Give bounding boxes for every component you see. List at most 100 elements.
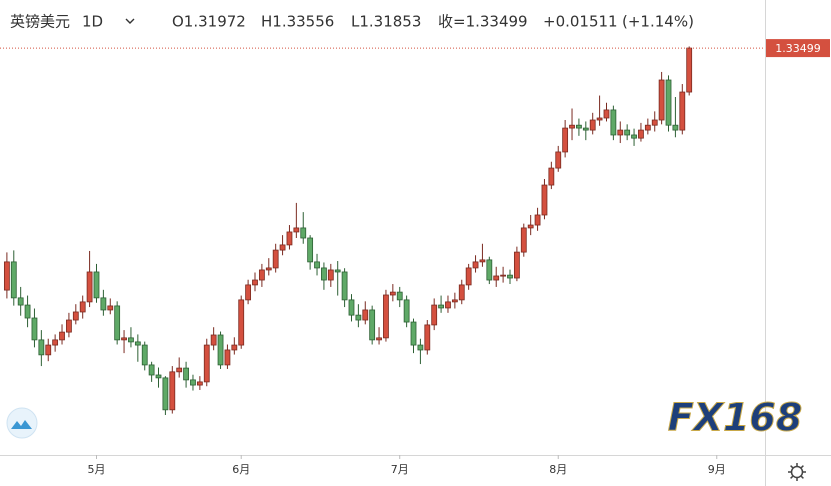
candle-body bbox=[10, 261, 17, 299]
candle-body bbox=[376, 337, 382, 341]
candle-body bbox=[190, 379, 196, 386]
x-tick-label: 6月 bbox=[232, 463, 250, 476]
candle-body bbox=[114, 305, 121, 341]
candle-body bbox=[389, 291, 396, 296]
candle-body bbox=[596, 117, 603, 121]
candle-body bbox=[3, 261, 10, 291]
x-tick-label: 7月 bbox=[391, 463, 409, 476]
candle-body bbox=[569, 124, 575, 129]
interval[interactable]: 1D bbox=[82, 13, 103, 31]
candle-body bbox=[458, 284, 465, 301]
candle-body bbox=[500, 274, 507, 277]
candle-body bbox=[169, 371, 176, 411]
candle-body bbox=[321, 267, 327, 281]
candle-body bbox=[403, 299, 410, 323]
last-price-label: 1.33499 bbox=[775, 42, 821, 55]
candle-body bbox=[59, 331, 65, 341]
candle-body bbox=[162, 377, 169, 411]
candle-body bbox=[396, 291, 403, 301]
watermark: FX168 bbox=[668, 396, 803, 440]
candle-body bbox=[252, 279, 258, 286]
candle-body bbox=[672, 124, 679, 131]
candle-body bbox=[272, 249, 279, 269]
plot-area bbox=[0, 46, 765, 415]
candle-body bbox=[438, 304, 444, 309]
candle-body bbox=[334, 269, 341, 273]
last-price-box bbox=[766, 39, 830, 58]
candle-body bbox=[134, 341, 141, 346]
candle-body bbox=[217, 334, 224, 366]
candle-body bbox=[327, 269, 334, 281]
candle-body bbox=[265, 267, 272, 271]
candle-body bbox=[176, 367, 183, 373]
candle-body bbox=[107, 305, 114, 311]
candle-body bbox=[562, 127, 569, 153]
logo[interactable] bbox=[6, 407, 38, 439]
candle-body bbox=[231, 344, 238, 351]
candle-body bbox=[148, 364, 155, 376]
x-tick-label: 5月 bbox=[87, 463, 105, 476]
x-tick-label: 9月 bbox=[708, 463, 726, 476]
candle-body bbox=[651, 119, 658, 126]
candle-body bbox=[665, 79, 672, 126]
candle-body bbox=[686, 47, 693, 93]
candle-body bbox=[86, 271, 93, 303]
candle-body bbox=[513, 251, 520, 279]
candle-body bbox=[507, 274, 513, 279]
interval-dropdown[interactable] bbox=[125, 18, 135, 24]
candle-body bbox=[93, 271, 100, 299]
candle-body bbox=[383, 294, 389, 339]
candle-body bbox=[589, 119, 596, 131]
candle-body bbox=[362, 309, 369, 321]
candle-body bbox=[679, 91, 686, 131]
candle-body bbox=[617, 129, 624, 136]
candle-body bbox=[79, 301, 86, 313]
candle-body bbox=[582, 127, 589, 131]
high: H1.33556 bbox=[261, 13, 334, 31]
open: O1.31972 bbox=[172, 13, 246, 31]
candle-body bbox=[465, 267, 472, 286]
candle-body bbox=[314, 261, 320, 269]
candle-body bbox=[183, 367, 189, 381]
settings-icon[interactable] bbox=[788, 463, 806, 481]
close: 收=1.33499 bbox=[438, 13, 528, 31]
candle-body bbox=[24, 304, 31, 319]
symbol: 英镑美元 bbox=[10, 13, 70, 31]
change-pct: (+1.14%) bbox=[622, 13, 694, 31]
candle-body bbox=[31, 317, 38, 341]
candle-body bbox=[38, 339, 45, 356]
candle-body bbox=[431, 304, 438, 326]
candle-body bbox=[479, 259, 486, 263]
candle-body bbox=[66, 319, 72, 333]
candle-body bbox=[121, 337, 127, 341]
candle-body bbox=[210, 334, 217, 346]
candle-body bbox=[238, 299, 245, 346]
candle-body bbox=[279, 244, 286, 251]
candle-body bbox=[638, 129, 644, 139]
candle-body bbox=[631, 134, 637, 139]
candle-body bbox=[141, 344, 148, 366]
candle-body bbox=[355, 314, 362, 321]
candle-body bbox=[341, 271, 348, 301]
candle-body bbox=[527, 224, 534, 229]
candle-body bbox=[493, 275, 500, 281]
candle-body bbox=[410, 321, 417, 346]
candle-body bbox=[196, 381, 203, 386]
candle-body bbox=[576, 124, 582, 129]
header: 英镑美元 1D O1.31972 H1.33556 L1.31853 收=1.3… bbox=[10, 13, 694, 31]
candle-body bbox=[224, 349, 231, 366]
change: +0.01511 bbox=[543, 13, 618, 31]
candle-body bbox=[445, 301, 451, 309]
candle-body bbox=[52, 339, 59, 346]
candle-body bbox=[555, 151, 562, 169]
candle-body bbox=[45, 344, 52, 356]
candle-body bbox=[100, 297, 107, 311]
candle-body bbox=[472, 261, 479, 269]
candle-body bbox=[603, 109, 610, 119]
candle-body bbox=[644, 124, 651, 131]
candle-body bbox=[369, 309, 376, 341]
candle-body bbox=[155, 374, 162, 379]
candle-body bbox=[258, 269, 265, 281]
